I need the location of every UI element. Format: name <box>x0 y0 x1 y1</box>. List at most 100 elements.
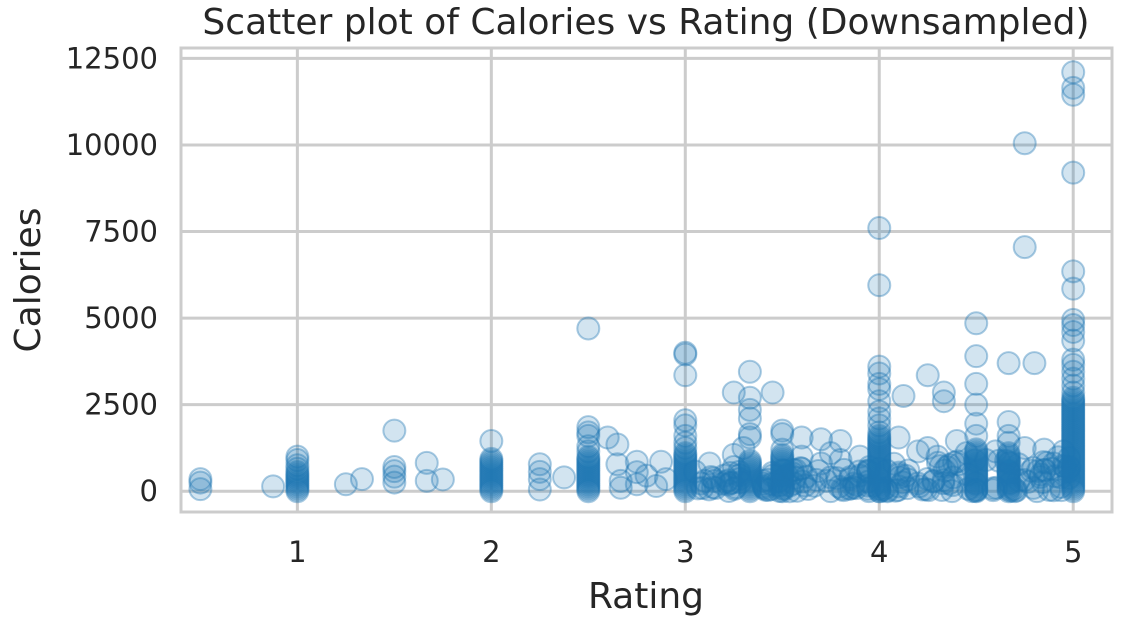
data-point <box>285 479 310 504</box>
data-point <box>737 454 762 479</box>
data-point <box>964 344 989 369</box>
data-point <box>479 469 504 494</box>
data-point <box>789 425 814 450</box>
data-point <box>608 475 633 500</box>
data-point <box>828 429 853 454</box>
data-point <box>737 450 762 475</box>
data-point <box>867 460 892 485</box>
data-point <box>1061 446 1086 471</box>
data-point <box>781 471 806 496</box>
data-point <box>931 468 956 493</box>
data-point <box>856 479 881 504</box>
data-point <box>673 340 698 365</box>
data-point <box>576 467 601 492</box>
data-point <box>527 452 552 477</box>
data-point <box>996 430 1021 455</box>
data-point <box>827 474 852 499</box>
data-point <box>1028 462 1053 487</box>
data-point <box>624 460 649 485</box>
data-point <box>867 431 892 456</box>
data-point <box>964 456 989 481</box>
data-point <box>1061 387 1086 412</box>
data-point <box>844 473 869 498</box>
data-point <box>928 454 953 479</box>
data-point <box>964 467 989 492</box>
data-point <box>994 448 1019 473</box>
data-point <box>885 477 910 502</box>
data-point <box>673 462 698 487</box>
data-point <box>772 458 797 483</box>
data-point <box>964 371 989 396</box>
data-point <box>756 478 781 503</box>
data-point <box>931 380 956 405</box>
y-tick-label: 10000 <box>66 128 158 162</box>
data-point <box>935 454 960 479</box>
data-point <box>285 460 310 485</box>
data-point <box>964 462 989 487</box>
data-point <box>775 463 800 488</box>
data-point <box>944 429 969 454</box>
data-point <box>1061 397 1086 422</box>
data-point <box>479 450 504 475</box>
data-point <box>983 439 1008 464</box>
y-tick-label: 7500 <box>84 215 158 249</box>
data-point <box>1061 359 1086 384</box>
data-point <box>996 443 1021 468</box>
data-point <box>737 406 762 431</box>
data-point <box>867 458 892 483</box>
data-point <box>479 467 504 492</box>
data-point <box>721 454 746 479</box>
data-point <box>285 453 310 478</box>
data-point <box>1061 429 1086 454</box>
data-point <box>964 458 989 483</box>
data-point <box>737 473 762 498</box>
data-point <box>737 477 762 502</box>
data-point <box>576 423 601 448</box>
data-point <box>673 456 698 481</box>
data-point <box>760 460 785 485</box>
data-point <box>1061 431 1086 456</box>
data-point <box>414 468 439 493</box>
data-point <box>605 452 630 477</box>
data-point <box>896 458 921 483</box>
data-point <box>867 479 892 504</box>
data-point <box>788 456 813 481</box>
data-point <box>1061 443 1086 468</box>
data-point <box>479 463 504 488</box>
data-point <box>893 463 918 488</box>
data-point <box>382 454 407 479</box>
data-point <box>964 460 989 485</box>
data-point <box>867 443 892 468</box>
data-point <box>697 451 722 476</box>
data-point <box>932 458 957 483</box>
data-point <box>847 444 872 469</box>
data-point <box>608 468 633 493</box>
data-point <box>777 473 802 498</box>
data-point <box>737 467 762 492</box>
data-point <box>1019 458 1044 483</box>
data-point <box>867 423 892 448</box>
data-point <box>673 469 698 494</box>
data-point <box>285 475 310 500</box>
data-point <box>1025 459 1050 484</box>
data-point <box>673 475 698 500</box>
data-point <box>1057 454 1082 479</box>
data-point <box>673 448 698 473</box>
data-point <box>673 452 698 477</box>
data-point <box>285 465 310 490</box>
data-point <box>576 434 601 459</box>
data-point <box>886 462 911 487</box>
data-point <box>867 425 892 450</box>
data-point <box>996 448 1021 473</box>
data-point <box>737 475 762 500</box>
data-point <box>997 450 1022 475</box>
data-point <box>770 458 795 483</box>
data-point <box>770 460 795 485</box>
data-point <box>721 442 746 467</box>
data-point <box>996 450 1021 475</box>
data-point <box>1032 437 1057 462</box>
data-point <box>867 441 892 466</box>
data-point <box>940 479 965 504</box>
data-point <box>1030 470 1055 495</box>
